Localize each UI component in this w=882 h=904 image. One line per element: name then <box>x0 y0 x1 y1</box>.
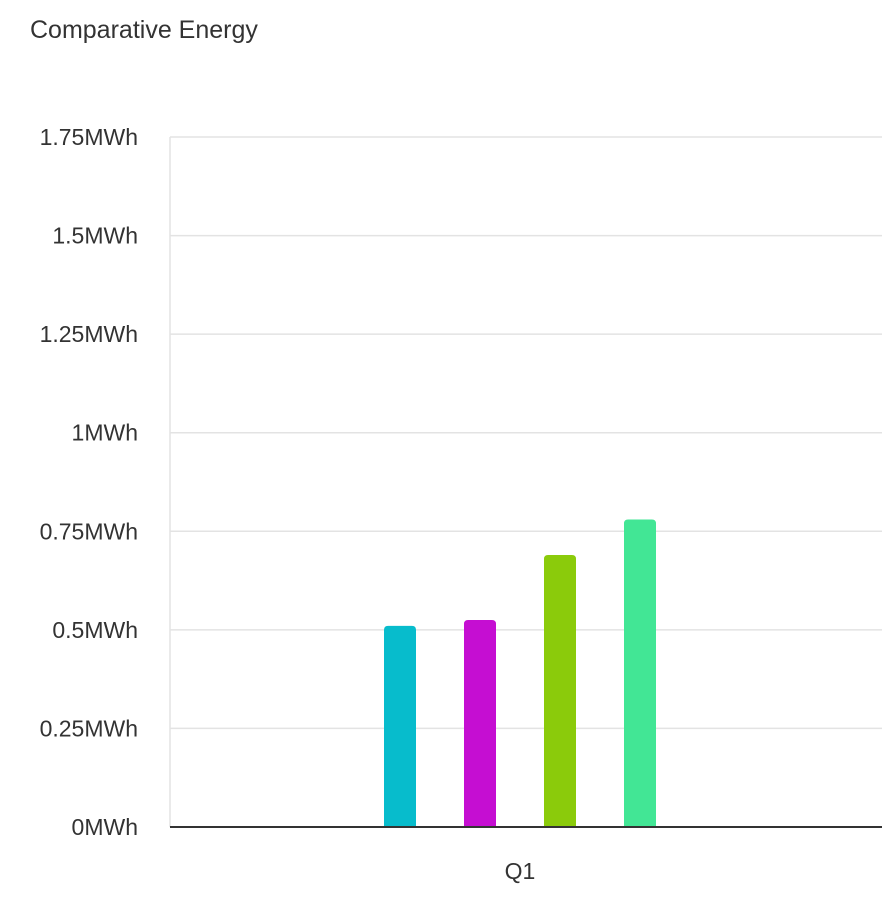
y-tick-label: 1MWh <box>72 420 138 446</box>
chart-title: Comparative Energy <box>30 16 258 44</box>
y-tick-label: 1.75MWh <box>40 124 138 150</box>
axes <box>169 137 882 828</box>
bars <box>384 519 656 827</box>
y-tick-label: 0MWh <box>72 814 138 840</box>
y-tick-label: 0.25MWh <box>40 715 138 741</box>
y-axis-ticks: 0MWh 0.25MWh 0.5MWh 0.75MWh 1MWh 1.25MWh 1.5MW… <box>40 124 138 840</box>
x-tick-label: Q1 <box>505 858 536 884</box>
y-tick-label: 0.5MWh <box>52 617 138 643</box>
bar-series-4-q1 <box>624 519 656 827</box>
y-tick-label: 1.25MWh <box>40 321 138 347</box>
x-axis-ticks: Q1 <box>505 858 536 884</box>
y-tick-label: 1.5MWh <box>52 223 138 249</box>
bar-series-1-q1 <box>384 625 416 827</box>
bar-series-2-q1 <box>464 620 496 827</box>
bar-series-3-q1 <box>544 554 576 827</box>
gridlines <box>170 136 882 730</box>
y-tick-label: 0.75MWh <box>40 518 138 544</box>
